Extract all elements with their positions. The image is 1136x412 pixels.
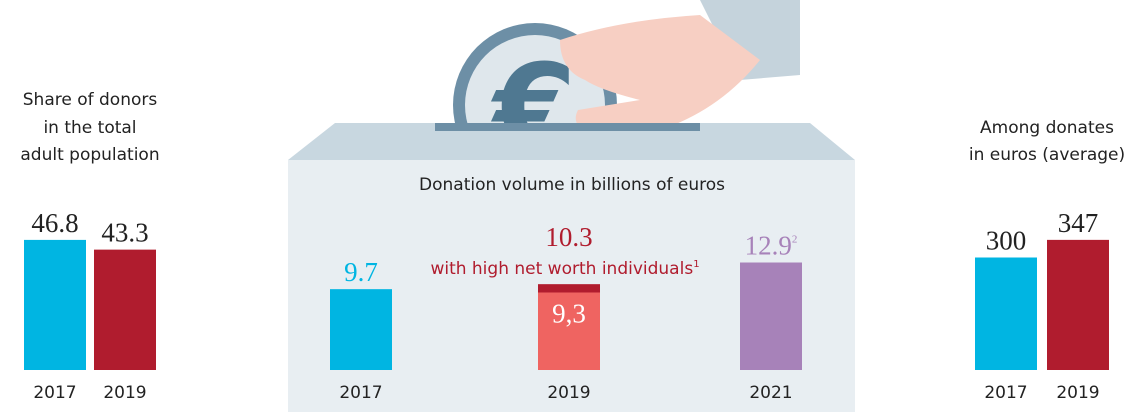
bar-segment	[538, 292, 600, 370]
x-tick-label: 2017	[339, 383, 382, 403]
chart-title: Donation volume in billions of euros	[419, 175, 725, 195]
chart-title: in the total	[43, 118, 136, 138]
box-lid	[288, 123, 855, 160]
total-label: 10.3	[545, 222, 592, 252]
value-label: 347	[1058, 208, 1099, 238]
legend-text: with high net worth individuals	[430, 259, 693, 279]
value-label: 9,3	[552, 299, 586, 329]
value-label: 300	[986, 226, 1027, 256]
footnote-marker: 2	[792, 234, 798, 246]
bar	[975, 257, 1037, 370]
value-label-text: 9.7	[344, 257, 378, 287]
x-tick-label: 2019	[547, 383, 590, 403]
bar-segment	[330, 289, 392, 370]
sleeve	[700, 0, 800, 80]
value-label: 46.8	[31, 208, 78, 238]
bar-segment	[538, 284, 600, 293]
chart-title: Share of donors	[23, 90, 158, 110]
bar	[1047, 239, 1109, 370]
x-tick-label: 2017	[33, 383, 76, 403]
legend-label: with high net worth individuals1	[430, 259, 699, 279]
chart-title: Among donates	[980, 118, 1114, 138]
value-label: 43.3	[101, 218, 148, 248]
chart-title: in euros (average)	[969, 145, 1125, 165]
value-label-text: 12.9	[745, 231, 792, 261]
slot	[435, 123, 700, 131]
x-tick-label: 2019	[103, 383, 146, 403]
bar	[24, 239, 86, 370]
hand	[560, 15, 760, 135]
value-label: 9.7	[344, 257, 378, 287]
bar	[94, 249, 156, 370]
footnote-marker: 1	[693, 259, 699, 270]
bar-segment	[740, 262, 802, 370]
x-tick-label: 2021	[749, 383, 792, 403]
chart-title: adult population	[20, 145, 159, 165]
x-tick-label: 2019	[1056, 383, 1099, 403]
value-label-text: 9,3	[552, 299, 586, 329]
value-label: 12.92	[745, 231, 798, 261]
x-tick-label: 2017	[984, 383, 1027, 403]
